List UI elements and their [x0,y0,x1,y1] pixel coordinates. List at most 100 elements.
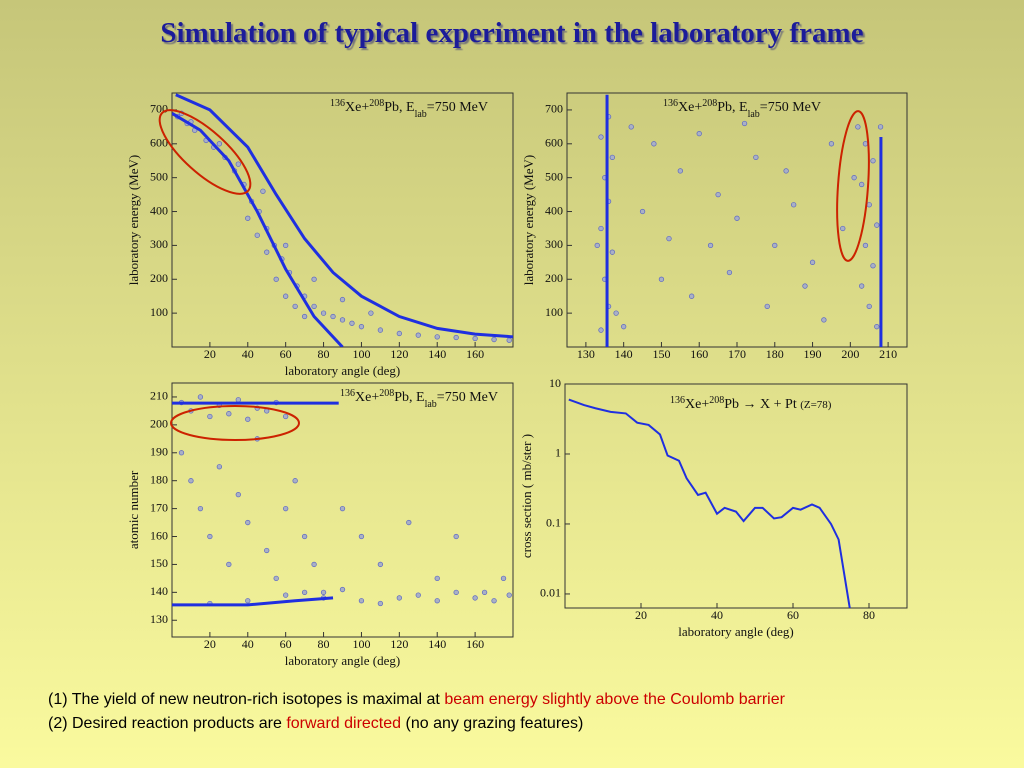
point [472,335,478,342]
point [339,586,346,593]
point [783,168,789,174]
x-tick-label: 140 [428,637,446,651]
point [216,141,223,147]
annotation-part: 136 [670,395,685,406]
point [594,242,600,249]
point [658,276,665,282]
point [791,202,797,208]
point [434,598,440,604]
point [639,208,646,215]
x-tick-label: 140 [615,347,633,361]
x-tick-label: 170 [728,347,746,361]
annotation-part: lab [425,399,437,410]
highlight-ellipse [158,109,252,195]
point [689,293,695,299]
note-text: (no any grazing features) [401,715,583,732]
x-axis-label: laboratory angle (deg) [285,653,401,668]
point [273,276,279,282]
slide-title: Simulation of typical experiment in the … [160,17,863,49]
x-tick-label: 40 [242,347,254,361]
point [696,130,702,137]
point [677,168,683,174]
point [292,478,298,484]
point [870,263,876,269]
y-tick-label: 500 [545,169,563,183]
x-tick-label: 120 [390,637,408,651]
point [870,158,876,164]
x-axis-label: laboratory angle (deg) [678,624,794,639]
point [226,411,232,417]
point [207,413,213,420]
point [859,283,865,289]
y-tick-label: 100 [545,305,563,319]
point [396,330,402,337]
x-tick-label: 200 [841,347,859,361]
y-tick-label: 600 [545,136,563,150]
highlight-ellipse [836,110,870,262]
annotation-part: Xe+ [685,397,709,412]
annotation-part: 136 [663,98,678,109]
point [358,598,365,604]
x-tick-label: 60 [787,608,799,622]
point [491,598,497,604]
point [358,533,365,540]
note-text: (2) Desired reaction products are [48,715,286,732]
annotation-part: =750 MeV [760,100,821,115]
point [301,313,308,320]
plot-frame [171,382,514,638]
point [628,124,634,130]
point [339,505,346,512]
x-tick-label: 100 [352,347,370,361]
x-tick-label: 140 [428,347,446,361]
point [453,334,459,341]
point [481,589,488,595]
point [734,215,740,221]
point [491,336,497,343]
point [715,191,721,198]
point [802,283,808,289]
point [283,413,289,420]
point [726,269,733,276]
annotation: 136Xe+208Pb → X + Pt (Z=78) [670,395,832,413]
annotation-part: =750 MeV [427,100,488,115]
point [188,478,194,484]
y-tick-label: 160 [150,528,168,542]
annotation-part: lab [415,109,427,120]
point [349,320,355,326]
point [301,533,308,540]
point [598,327,604,333]
point [178,450,185,456]
point [264,249,270,255]
y-axis-label: laboratory energy (MeV) [126,155,141,285]
y-axis-label: laboratory energy (MeV) [521,155,536,285]
annotation: 136Xe+208Pb, Elab=750 MeV [330,98,488,120]
point [651,141,657,147]
point [866,303,872,310]
point [764,303,770,310]
point [254,232,260,238]
point [506,337,512,343]
chart: 130 140 150 160 170 180 190 200 210 100 200 300 400 5… [521,92,908,361]
annotation-part: 208 [369,98,384,109]
plot-area [568,398,851,608]
y-tick-label: 190 [150,445,168,459]
point [877,124,884,130]
annotation-part: Pb → X + Pt [724,397,800,412]
x-tick-label: 160 [690,347,708,361]
y-tick-label: 0.1 [546,516,561,530]
annotation-part: Pb, E [717,100,747,115]
y-tick-label: 210 [150,389,168,403]
point [358,324,365,330]
point [339,317,346,323]
point [273,575,279,582]
point [434,575,440,582]
point [772,242,778,249]
annotation-part: 208 [702,98,717,109]
point [311,303,317,310]
y-tick-label: 10 [549,376,561,390]
note-highlight: beam energy slightly above the Coulomb b… [444,691,785,708]
annotation: 136Xe+208Pb, Elab=750 MeV [340,388,498,410]
plot-area [172,93,513,347]
point [197,394,204,400]
